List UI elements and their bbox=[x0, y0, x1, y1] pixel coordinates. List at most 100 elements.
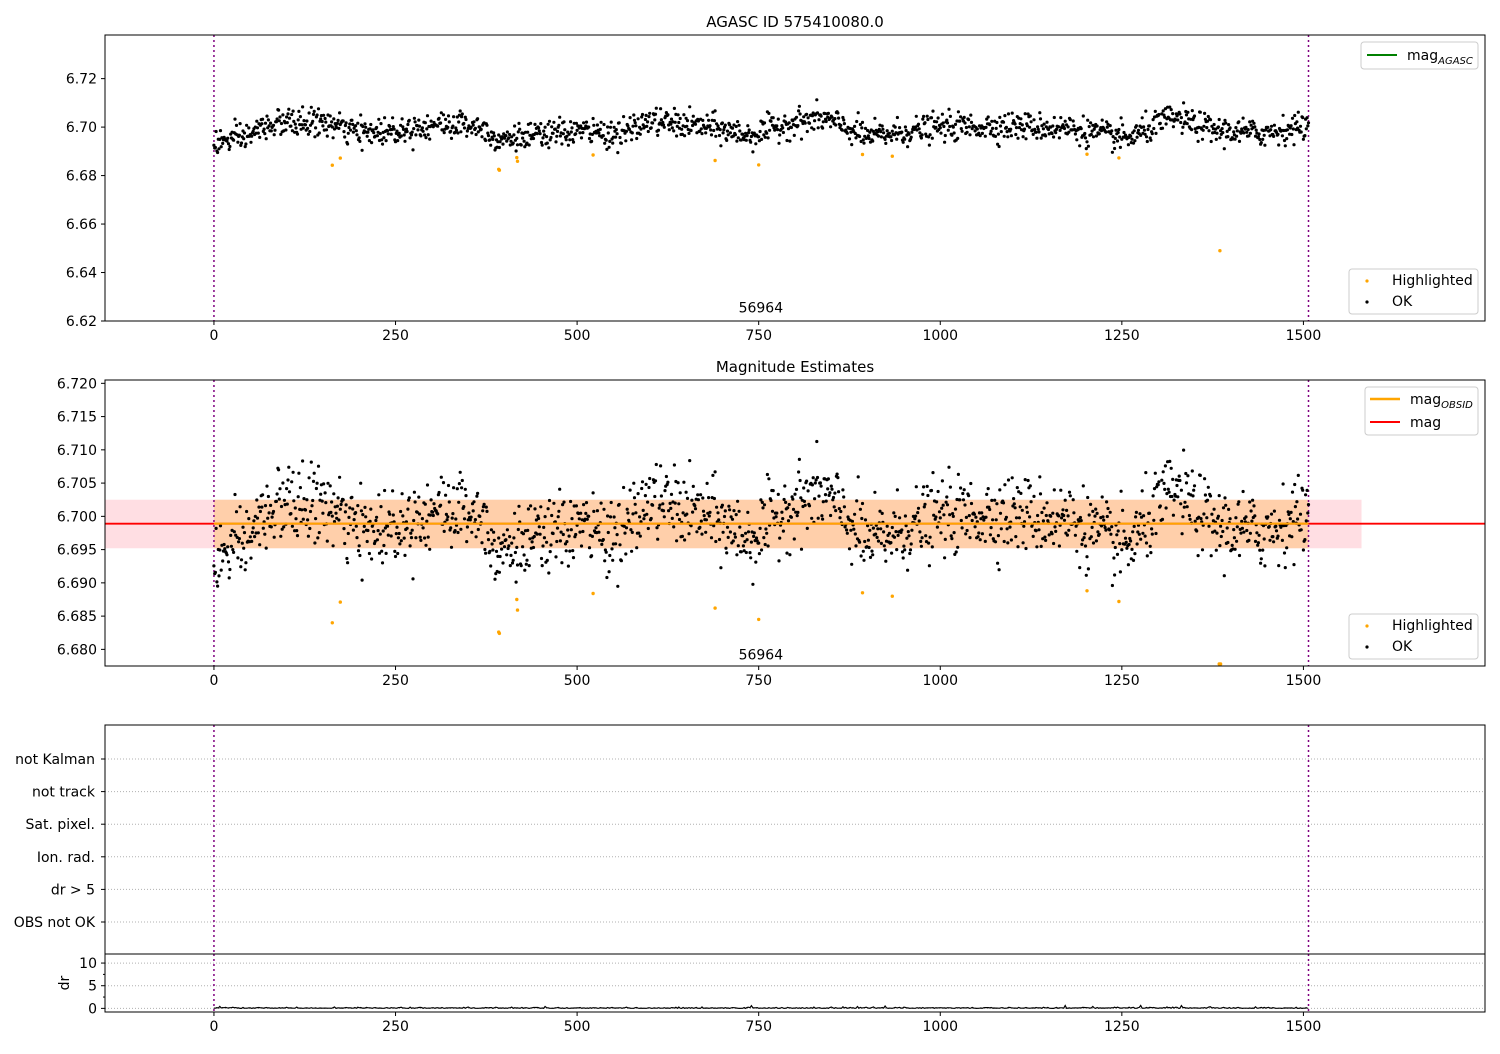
ok-point-1034 bbox=[963, 503, 967, 507]
ok-point-732 bbox=[744, 131, 748, 135]
ok-point-393 bbox=[497, 145, 501, 150]
ok-point-1154 bbox=[1050, 131, 1054, 136]
ok-point-586 bbox=[638, 515, 642, 519]
ok-point-947 bbox=[900, 528, 904, 532]
ok-point-445 bbox=[535, 532, 539, 536]
ok-point-358 bbox=[472, 500, 476, 504]
ok-point-9 bbox=[218, 524, 223, 528]
ok-point-169 bbox=[335, 516, 339, 520]
ok-point-132 bbox=[308, 526, 312, 531]
ok-point-31 bbox=[234, 510, 239, 514]
ok-point-267 bbox=[406, 507, 410, 511]
ok-point-1177 bbox=[1067, 130, 1071, 134]
ok-point-1077 bbox=[994, 126, 998, 130]
ok-point-1037 bbox=[965, 528, 969, 533]
ok-point-523 bbox=[592, 509, 596, 513]
ok-point-1284 bbox=[1144, 541, 1149, 545]
ok-point-491 bbox=[569, 499, 573, 504]
ok-point-1216 bbox=[1095, 511, 1099, 515]
ok-point-544 bbox=[607, 570, 611, 574]
ok-point-496 bbox=[572, 121, 576, 125]
ok-point-1081 bbox=[997, 144, 1001, 149]
ok-point-173 bbox=[338, 111, 342, 115]
ok-point-147 bbox=[319, 117, 323, 121]
ok-point-1020 bbox=[953, 552, 957, 557]
ok-point-244 bbox=[389, 534, 393, 538]
ok-point-832 bbox=[816, 516, 820, 520]
ok-point-170 bbox=[335, 504, 339, 508]
ok-point-999 bbox=[937, 510, 942, 514]
ok-point-413 bbox=[512, 133, 516, 137]
ok-point-505 bbox=[579, 511, 583, 515]
ok-point-1491 bbox=[1295, 500, 1299, 504]
ok-point-637 bbox=[675, 134, 679, 138]
ok-point-1164 bbox=[1057, 136, 1061, 140]
ok-point-94 bbox=[280, 527, 284, 531]
ok-point-412 bbox=[511, 558, 515, 562]
ok-point-543 bbox=[606, 131, 610, 135]
ok-point-1330 bbox=[1178, 478, 1182, 483]
ok-point-546 bbox=[608, 515, 613, 519]
ok-point-233 bbox=[381, 529, 385, 533]
ok-point-441 bbox=[532, 534, 536, 539]
ok-point-1172 bbox=[1063, 119, 1067, 123]
highlighted-point-13 bbox=[1218, 249, 1222, 253]
ok-point-538 bbox=[603, 141, 607, 145]
ok-point-433 bbox=[526, 507, 531, 511]
ok-point-957 bbox=[907, 132, 911, 136]
ok-point-154 bbox=[324, 120, 328, 124]
ok-point-779 bbox=[778, 133, 782, 137]
ok-point-832 bbox=[816, 126, 820, 130]
ok-point-1018 bbox=[951, 514, 955, 519]
legend-highlighted-marker bbox=[1365, 624, 1369, 628]
ok-point-556 bbox=[616, 151, 620, 155]
ok-point-723 bbox=[737, 123, 741, 127]
ok-point-1028 bbox=[959, 486, 963, 490]
ok-point-1412 bbox=[1237, 139, 1242, 143]
ok-point-36 bbox=[238, 122, 242, 126]
ok-point-185 bbox=[346, 531, 350, 536]
ok-point-637 bbox=[675, 539, 679, 543]
ok-point-1156 bbox=[1052, 541, 1056, 546]
ok-point-728 bbox=[741, 534, 745, 538]
ok-point-135 bbox=[310, 504, 314, 508]
ok-point-702 bbox=[722, 128, 726, 132]
ok-point-225 bbox=[375, 538, 379, 542]
ok-point-1432 bbox=[1252, 121, 1256, 125]
ok-point-647 bbox=[682, 113, 686, 117]
ok-point-89 bbox=[277, 108, 281, 112]
ok-point-342 bbox=[460, 478, 464, 483]
ok-point-513 bbox=[584, 120, 589, 124]
ok-point-843 bbox=[824, 499, 828, 503]
ok-point-255 bbox=[397, 131, 401, 135]
ok-point-93 bbox=[279, 504, 284, 509]
ok-point-451 bbox=[539, 556, 544, 561]
ok-point-287 bbox=[420, 517, 424, 521]
ok-point-364 bbox=[476, 130, 480, 134]
ok-point-1392 bbox=[1223, 118, 1227, 122]
ok-point-160 bbox=[328, 114, 332, 118]
ok-point-1491 bbox=[1295, 120, 1299, 124]
ok-point-579 bbox=[632, 118, 637, 122]
ok-point-799 bbox=[792, 133, 796, 137]
ok-point-110 bbox=[292, 119, 296, 123]
y-tick-label-1-2: 6.690 bbox=[57, 576, 97, 592]
ok-point-872 bbox=[845, 531, 849, 535]
ok-point-260 bbox=[401, 514, 405, 518]
ok-point-499 bbox=[574, 121, 579, 125]
ok-point-1415 bbox=[1240, 127, 1244, 131]
ok-point-1056 bbox=[979, 517, 983, 521]
ok-point-598 bbox=[646, 129, 650, 134]
ok-point-1340 bbox=[1185, 122, 1189, 126]
ok-point-1230 bbox=[1105, 125, 1109, 129]
ok-point-784 bbox=[781, 130, 786, 135]
ok-point-1259 bbox=[1126, 143, 1130, 147]
ok-point-930 bbox=[887, 531, 892, 535]
highlighted-point-10 bbox=[890, 594, 894, 598]
ok-point-797 bbox=[791, 497, 795, 501]
ok-point-1166 bbox=[1059, 488, 1063, 492]
ok-point-513 bbox=[584, 501, 589, 505]
ok-point-101 bbox=[285, 121, 289, 125]
ok-point-600 bbox=[648, 476, 652, 481]
